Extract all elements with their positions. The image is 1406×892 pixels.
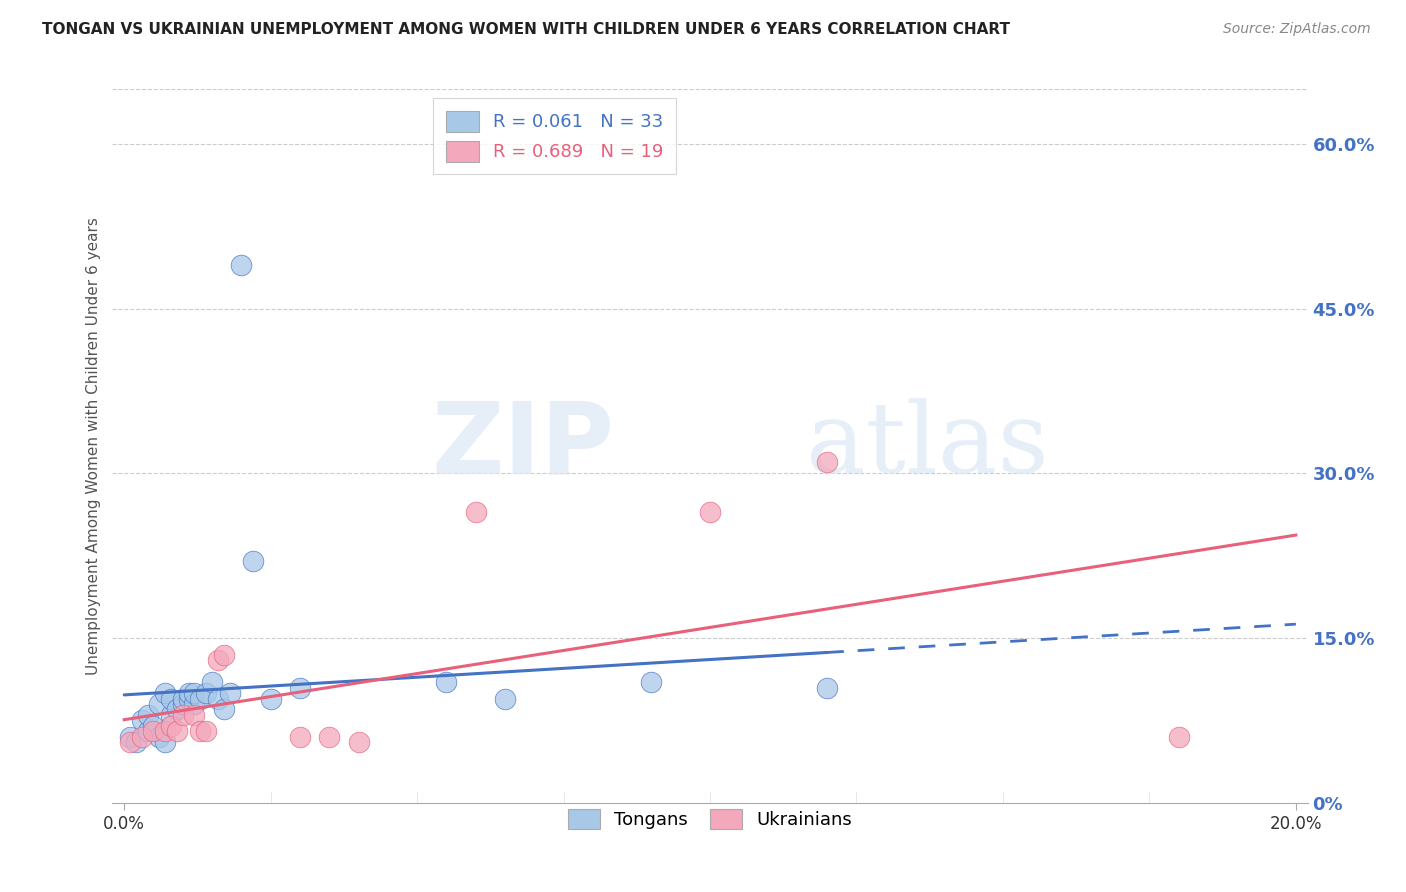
- Point: [183, 697, 205, 711]
- Point: [160, 719, 183, 733]
- Legend: Tongans, Ukrainians: Tongans, Ukrainians: [560, 801, 860, 837]
- Point: [288, 681, 311, 695]
- Point: [172, 708, 194, 723]
- Point: [201, 675, 224, 690]
- Point: [155, 724, 177, 739]
- Point: [142, 719, 165, 733]
- Point: [318, 730, 340, 744]
- Point: [436, 675, 458, 690]
- Point: [242, 554, 264, 568]
- Point: [1167, 730, 1189, 744]
- Point: [142, 724, 165, 739]
- Point: [172, 691, 194, 706]
- Point: [120, 735, 141, 749]
- Point: [183, 708, 205, 723]
- Point: [260, 691, 283, 706]
- Point: [131, 714, 153, 728]
- Point: [218, 686, 240, 700]
- Point: [464, 505, 486, 519]
- Point: [212, 648, 235, 662]
- Point: [212, 702, 235, 716]
- Point: [188, 724, 212, 739]
- Point: [815, 455, 838, 469]
- Point: [172, 697, 194, 711]
- Point: [188, 691, 212, 706]
- Point: [177, 691, 200, 706]
- Point: [136, 724, 159, 739]
- Text: atlas: atlas: [806, 398, 1049, 494]
- Text: ZIP: ZIP: [432, 398, 614, 494]
- Point: [640, 675, 662, 690]
- Point: [160, 691, 183, 706]
- Point: [207, 691, 229, 706]
- Point: [166, 702, 188, 716]
- Text: Source: ZipAtlas.com: Source: ZipAtlas.com: [1223, 22, 1371, 37]
- Y-axis label: Unemployment Among Women with Children Under 6 years: Unemployment Among Women with Children U…: [86, 217, 101, 675]
- Point: [155, 735, 177, 749]
- Point: [148, 730, 170, 744]
- Point: [195, 724, 218, 739]
- Point: [288, 730, 311, 744]
- Point: [177, 686, 200, 700]
- Point: [231, 258, 253, 272]
- Point: [148, 697, 170, 711]
- Point: [195, 686, 218, 700]
- Point: [166, 724, 188, 739]
- Point: [155, 686, 177, 700]
- Point: [815, 681, 838, 695]
- Point: [131, 730, 153, 744]
- Point: [207, 653, 229, 667]
- Point: [183, 686, 205, 700]
- Point: [160, 708, 183, 723]
- Point: [699, 505, 721, 519]
- Point: [494, 691, 516, 706]
- Point: [347, 735, 370, 749]
- Point: [120, 730, 141, 744]
- Text: TONGAN VS UKRAINIAN UNEMPLOYMENT AMONG WOMEN WITH CHILDREN UNDER 6 YEARS CORRELA: TONGAN VS UKRAINIAN UNEMPLOYMENT AMONG W…: [42, 22, 1010, 37]
- Point: [136, 708, 159, 723]
- Point: [125, 735, 148, 749]
